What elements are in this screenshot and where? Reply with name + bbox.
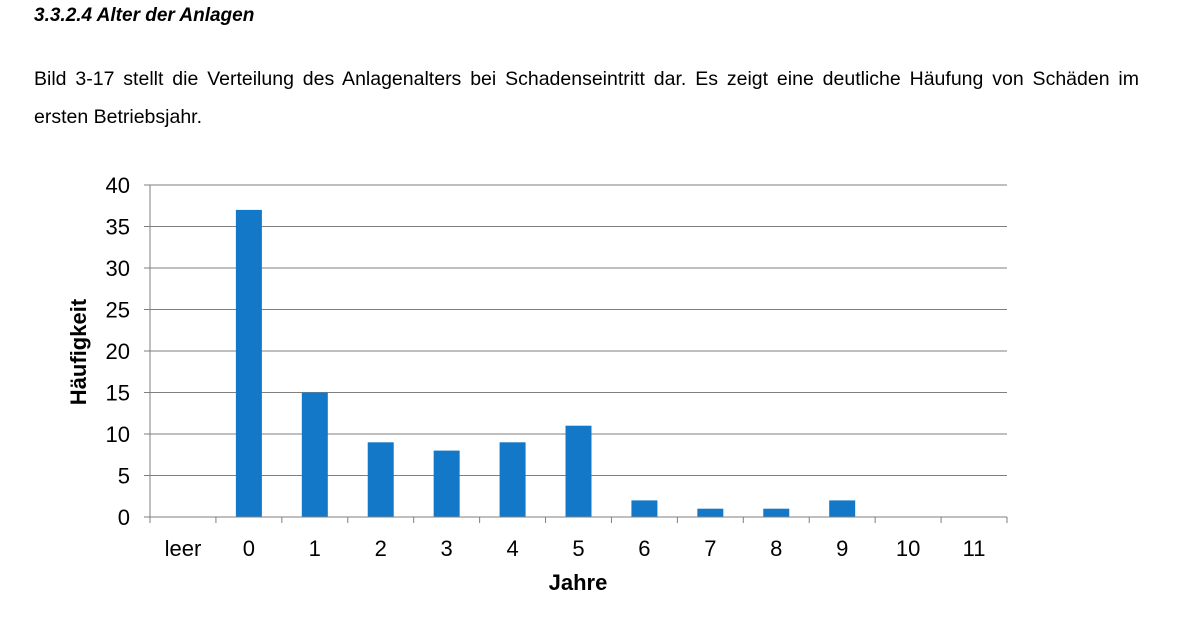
x-tick-label: 9 — [836, 536, 848, 561]
bar — [697, 508, 724, 517]
x-tick-label: 8 — [770, 536, 782, 561]
y-tick-label: 30 — [106, 256, 130, 281]
x-tick-label: 6 — [638, 536, 650, 561]
bar — [235, 209, 262, 517]
axis-layer — [144, 185, 1008, 523]
y-tick-label: 5 — [118, 464, 130, 489]
x-tick-label: 11 — [963, 536, 986, 561]
bar — [433, 450, 460, 517]
x-tick-label: 3 — [441, 536, 453, 561]
x-tick-label: 10 — [896, 536, 920, 561]
y-tick-label: 15 — [106, 381, 130, 406]
x-tick-label: 0 — [243, 536, 255, 561]
bar — [763, 508, 790, 517]
x-tick-label: 7 — [704, 536, 716, 561]
bar — [631, 500, 658, 517]
x-axis-title: Jahre — [549, 570, 608, 595]
y-tick-label: 20 — [106, 339, 130, 364]
bar — [499, 442, 526, 517]
y-tick-label: 0 — [118, 505, 130, 530]
y-tick-label: 10 — [106, 422, 130, 447]
bar — [301, 392, 328, 517]
section-heading: 3.3.2.4 Alter der Anlagen — [34, 5, 255, 26]
body-paragraph: Bild 3-17 stellt die Verteilung des Anla… — [34, 68, 1139, 128]
y-axis-title: Häufigkeit — [66, 298, 91, 405]
label-layer: 0 5 10 15 20 25 30 35 40 leer 0 1 2 3 4 5 6 7 8 9 10 11 — [106, 173, 986, 561]
y-tick-label: 35 — [106, 215, 130, 240]
bar — [367, 442, 394, 517]
x-tick-label: 1 — [309, 536, 321, 561]
bar — [829, 500, 856, 517]
y-tick-label: 40 — [106, 173, 130, 198]
x-tick-label: 2 — [375, 536, 387, 561]
x-tick-label: leer — [165, 536, 202, 561]
x-tick-label: 5 — [572, 536, 584, 561]
x-tick-label: 4 — [506, 536, 518, 561]
bar — [565, 425, 592, 517]
y-tick-label: 25 — [106, 298, 130, 323]
bar-layer — [235, 209, 856, 517]
